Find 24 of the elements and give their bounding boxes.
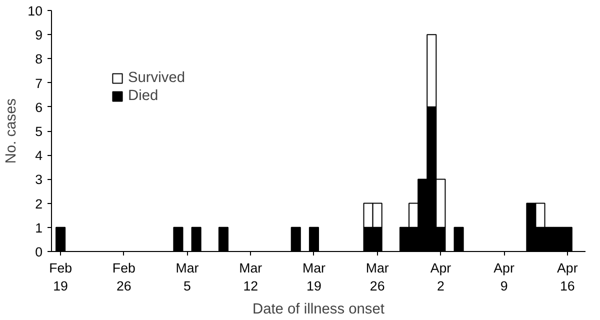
y-tick-label: 9 (35, 28, 43, 43)
x-tick-label: Apr 2 (430, 260, 452, 294)
x-tick-label: Apr 16 (557, 260, 578, 294)
y-tick-label: 0 (35, 244, 43, 260)
x-axis-title: Date of illness onset (252, 302, 384, 318)
y-tick-label: 8 (35, 52, 43, 67)
y-tick-label: 4 (35, 148, 44, 164)
x-tick-label: Mar 5 (176, 260, 200, 294)
y-tick-label: 1 (35, 220, 43, 236)
x-tick-label: Feb 19 (49, 260, 72, 294)
y-tick-label: 2 (35, 196, 43, 212)
legend-label: Died (128, 88, 158, 104)
x-tick-label: Mar 12 (239, 260, 263, 294)
x-tick-label: Apr 9 (494, 260, 515, 294)
y-tick-label: 5 (35, 124, 43, 139)
x-tick-label: Feb 26 (112, 260, 136, 294)
x-tick-label: Mar 19 (302, 260, 326, 294)
y-axis-title: No. cases (4, 98, 20, 164)
y-tick-label: 3 (35, 172, 43, 188)
x-tick-label: Mar 26 (366, 260, 390, 294)
y-tick-label: 6 (35, 100, 43, 115)
y-tick-label: 7 (35, 76, 43, 91)
legend-label: Survived (128, 70, 186, 86)
y-tick-label: 10 (28, 4, 43, 18)
